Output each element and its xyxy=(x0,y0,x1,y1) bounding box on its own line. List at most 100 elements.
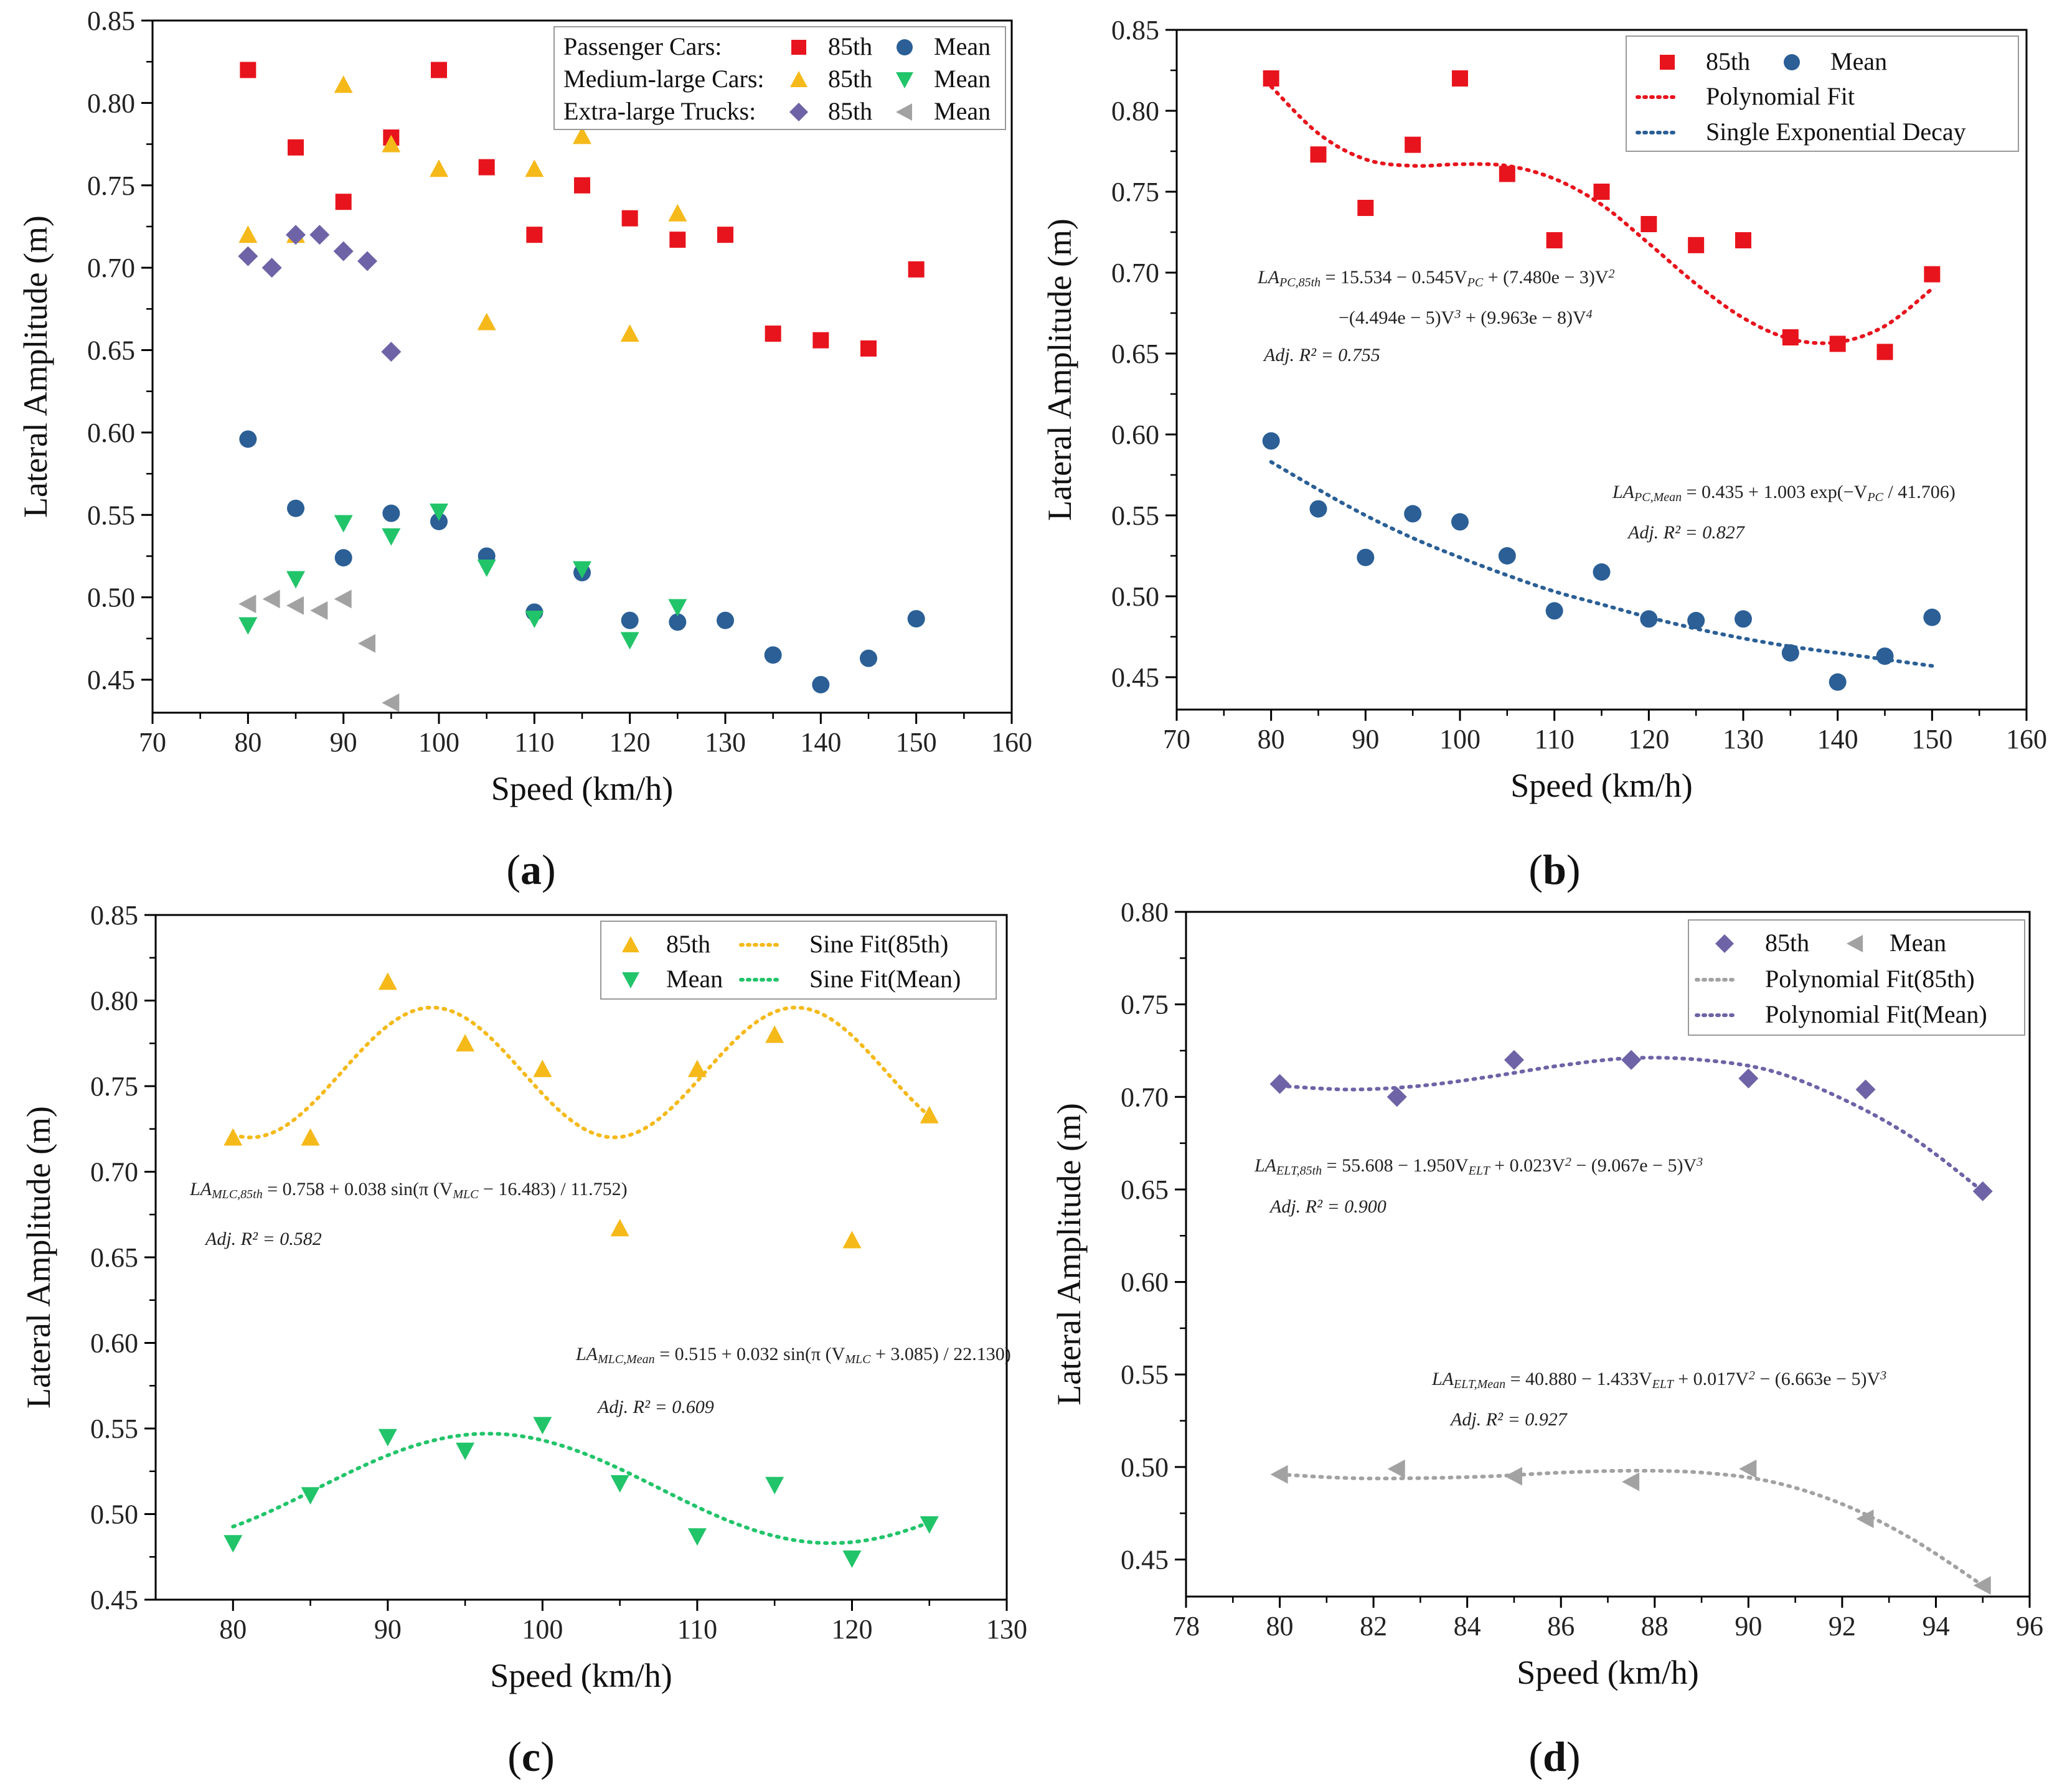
legend-group-label: Passenger Cars: xyxy=(563,32,722,60)
y-tick-label: 0.65 xyxy=(90,1242,138,1273)
data-point-pc85 xyxy=(1310,146,1327,163)
legend-swatch-mlc85 xyxy=(622,936,639,952)
data-point-eltmean xyxy=(1739,1459,1757,1478)
data-point-pc85 xyxy=(717,227,733,243)
data-point-elt85 xyxy=(1504,1049,1524,1070)
data-point-eltmean xyxy=(358,634,375,653)
data-point-eltmean xyxy=(1856,1509,1874,1529)
data-point-pcmean xyxy=(764,646,782,664)
legend-label: 85th xyxy=(666,930,710,958)
data-point-mlcmean xyxy=(378,1428,397,1447)
data-point-elt85 xyxy=(1386,1087,1407,1107)
y-tick-label: 0.55 xyxy=(1111,500,1159,531)
data-point-pcmean xyxy=(1781,644,1799,662)
y-tick-label: 0.50 xyxy=(87,583,135,613)
y-tick-label: 0.65 xyxy=(87,335,135,366)
data-point-mlc85 xyxy=(668,204,687,222)
legend-label: Mean xyxy=(934,32,991,60)
data-point-pc85 xyxy=(908,261,925,278)
panel-b: 70 80 90 100 110 120 130 140 150 160 0.45 0.50 0.55 0… xyxy=(1041,15,2047,893)
data-point-mlcmean xyxy=(525,611,544,629)
y-tick-label: 0.45 xyxy=(87,665,135,695)
y-tick-label: 0.70 xyxy=(87,253,135,283)
legend-label: Sine Fit(85th) xyxy=(809,930,948,958)
data-point-elt85 xyxy=(1855,1079,1876,1100)
data-point-mlcmean xyxy=(382,528,401,546)
data-point-mlcmean xyxy=(533,1417,552,1435)
data-point-pc85 xyxy=(240,62,257,78)
fit-curve-polyfit xyxy=(1269,85,1934,345)
legend-label: 85th xyxy=(828,97,872,125)
y-tick-label: 0.45 xyxy=(90,1585,138,1615)
y-tick-label: 0.55 xyxy=(87,500,135,530)
panel-d: 78 80 82 84 86 88 90 92 94 96 0.45 0.50 0.55 0.60 0.65… xyxy=(1050,897,2043,1780)
data-point-mlc85 xyxy=(573,126,591,144)
x-tick-label: 90 xyxy=(1352,724,1379,754)
data-point-eltmean xyxy=(238,594,257,614)
equation-85th: LAELT,85th = 55.608 − 1.950VELT + 0.023V… xyxy=(1254,1155,1703,1178)
legend-swatch-mlc85 xyxy=(790,71,807,87)
y-tick-label: 0.60 xyxy=(87,418,135,448)
x-tick-label: 84 xyxy=(1454,1611,1481,1641)
x-tick-label: 92 xyxy=(1829,1611,1856,1641)
data-point-eltmean xyxy=(310,601,328,620)
legend-label: Mean xyxy=(934,65,991,93)
panel-a: 70 80 90 100 110 120 130 140 150 160 0.45 0.50 0.55 0… xyxy=(17,6,1032,893)
y-tick-label: 0.55 xyxy=(90,1414,138,1444)
x-tick-label: 120 xyxy=(610,727,651,758)
data-point-mlc85 xyxy=(430,159,448,177)
x-tick-label: 100 xyxy=(1439,724,1481,754)
adj-r2-mean: Adj. R² = 0.609 xyxy=(596,1397,714,1417)
data-point-elt85 xyxy=(381,342,402,362)
data-point-pc85 xyxy=(478,159,495,176)
legend: 85th Sine Fit(85th) Mean Sine Fit(Mean) xyxy=(600,921,997,1000)
y-axis-label: Lateral Amplitude (m) xyxy=(17,215,54,518)
x-tick-label: 88 xyxy=(1641,1611,1669,1641)
data-point-mlcmean xyxy=(687,1528,707,1546)
data-point-pc85 xyxy=(1357,200,1374,216)
x-axis-label: Speed (km/h) xyxy=(491,770,673,807)
legend-swatch-pcmean xyxy=(1784,54,1800,70)
data-point-mlcmean xyxy=(842,1550,862,1568)
x-tick-label: 120 xyxy=(1628,724,1669,754)
y-tick-label: 0.50 xyxy=(90,1499,138,1530)
x-tick-label: 86 xyxy=(1547,1611,1575,1641)
data-point-pcmean xyxy=(1876,647,1894,665)
data-point-mlc85 xyxy=(301,1128,320,1146)
legend-label: Sine Fit(Mean) xyxy=(809,965,961,993)
data-point-pc85 xyxy=(1924,266,1941,283)
y-tick-label: 0.75 xyxy=(87,171,135,201)
data-point-mlcmean xyxy=(610,1475,629,1493)
y-tick-label: 0.80 xyxy=(87,88,135,118)
y-axis-label: Lateral Amplitude (m) xyxy=(20,1106,57,1409)
x-tick-label: 80 xyxy=(219,1614,247,1644)
legend-swatch-pc85 xyxy=(791,40,806,55)
x-tick-label: 140 xyxy=(1817,724,1858,754)
x-tick-label: 96 xyxy=(2016,1611,2043,1641)
data-point-pcmean xyxy=(1262,432,1280,450)
data-point-pc85 xyxy=(1593,184,1610,200)
y-tick-label: 0.45 xyxy=(1121,1545,1169,1575)
data-point-mlc85 xyxy=(687,1059,707,1077)
y-tick-label: 0.65 xyxy=(1111,339,1159,369)
x-tick-label: 80 xyxy=(234,727,261,758)
data-point-pcmean xyxy=(812,675,830,693)
data-point-pc85 xyxy=(288,139,304,156)
data-point-elt85 xyxy=(261,258,282,278)
data-point-pc85 xyxy=(431,62,447,78)
data-point-mlc85 xyxy=(920,1105,939,1124)
legend-label: Mean xyxy=(1890,929,1946,957)
y-tick-label: 0.65 xyxy=(1121,1175,1169,1205)
equation-annotations: LA_MLC,85th = 0.758 + 0.038 sin(π (V_MLC… xyxy=(189,1179,1011,1417)
data-point-pcmean xyxy=(1498,547,1516,565)
data-point-eltmean xyxy=(1387,1459,1405,1478)
y-tick-label: 0.75 xyxy=(1121,990,1169,1020)
panel-caption: (c) xyxy=(507,1733,555,1780)
data-point-mlcmean xyxy=(765,1476,784,1494)
data-point-pc85 xyxy=(1452,70,1468,87)
data-point-mlcmean xyxy=(301,1487,320,1505)
y-tick-label: 0.55 xyxy=(1121,1359,1169,1390)
data-point-pcmean xyxy=(239,430,257,448)
legend-label: Mean xyxy=(1830,47,1887,75)
